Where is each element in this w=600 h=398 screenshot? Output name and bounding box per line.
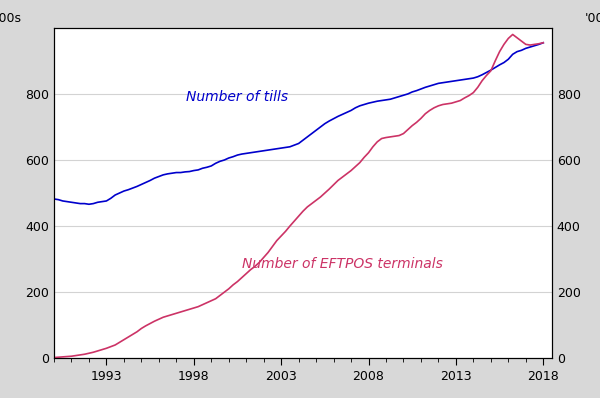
- Text: Number of tills: Number of tills: [187, 90, 289, 104]
- Text: '000s: '000s: [0, 12, 22, 25]
- Text: Number of EFTPOS terminals: Number of EFTPOS terminals: [242, 257, 443, 271]
- Text: '000s: '000s: [584, 12, 600, 25]
